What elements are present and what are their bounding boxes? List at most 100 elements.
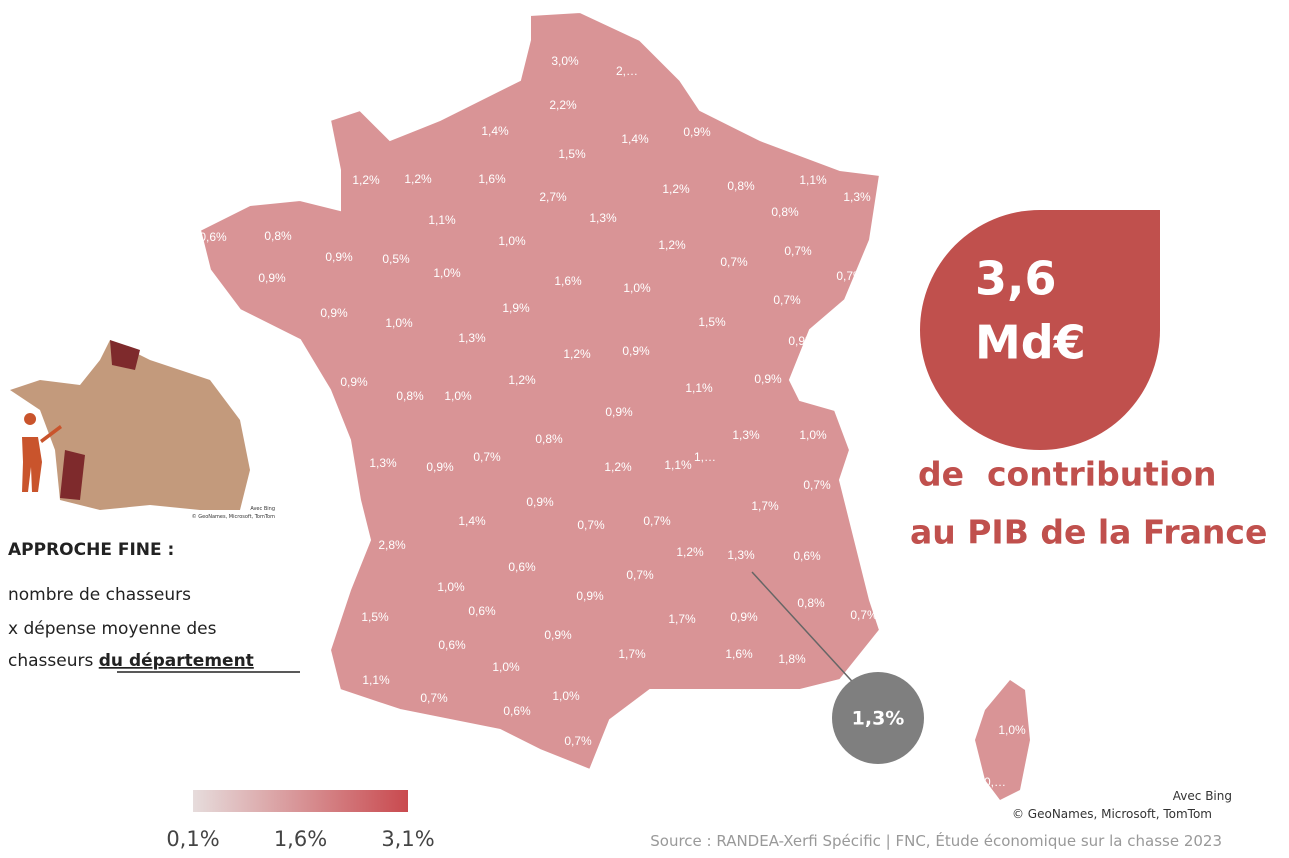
region-label: 1,3% (458, 331, 486, 345)
region-label: 0,6% (503, 704, 531, 718)
region-label: 1,1% (685, 381, 713, 395)
region-label: 1,4% (481, 124, 509, 138)
region-label: 0,6% (793, 549, 821, 563)
region-label: 1,0% (799, 428, 827, 442)
method-title: APPROCHE FINE : (8, 540, 174, 560)
region-label: 1,2% (508, 373, 536, 387)
color-scale (193, 790, 408, 812)
inset-highlight (110, 340, 140, 370)
region-label: 1,3% (589, 211, 617, 225)
attribution: © GeoNames, Microsoft, TomTom (1012, 807, 1212, 821)
region-label: 0,7% (643, 514, 671, 528)
region-label: 0,6% (508, 560, 536, 574)
legend-tick-label: 1,6% (274, 827, 327, 851)
callout-leader (751, 571, 861, 691)
region-label: 1,5% (698, 315, 726, 329)
callout-circle (832, 672, 924, 764)
region-label: 0,7% (473, 450, 501, 464)
region-label: 0,9% (605, 405, 633, 419)
region-label: 1,1% (362, 673, 390, 687)
region-label: 0,… (984, 775, 1006, 789)
region-label: 1,2% (404, 172, 432, 186)
region-label: 1,0% (444, 389, 472, 403)
legend-tick-label: 3,1% (381, 827, 434, 851)
region-label: 0,6% (438, 638, 466, 652)
region-label: 1,4% (458, 514, 486, 528)
region-label: 0,6% (199, 230, 227, 244)
region-label: 1,6% (554, 274, 582, 288)
region-label: 0,9% (788, 334, 816, 348)
inset-attribution: Avec Bing (250, 506, 275, 512)
region-label: 1,2% (662, 182, 690, 196)
region-label: 1,2% (604, 460, 632, 474)
region-label: 0,8% (727, 179, 755, 193)
region-label: 0,9% (683, 125, 711, 139)
inset-highlight (60, 450, 85, 500)
region-label: 1,2% (676, 545, 704, 559)
region-label: 3,0% (551, 54, 579, 68)
region-label: 1,1% (799, 173, 827, 187)
method-text: chasseurs du département (8, 651, 254, 671)
region-label: 1,3% (843, 190, 871, 204)
region-label: 1,… (694, 450, 716, 464)
source: Source : RANDEA-Xerfi Spécific | FNC, Ét… (650, 831, 1222, 850)
region-label: 1,3% (369, 456, 397, 470)
region-label: 1,0% (623, 281, 651, 295)
region-label: 0,7% (577, 518, 605, 532)
region-label: 1,0% (498, 234, 526, 248)
region-label: 2,2% (549, 98, 577, 112)
region-label: 1,1% (428, 213, 456, 227)
region-label: 0,8% (797, 596, 825, 610)
amount: 3,6 (975, 252, 1057, 306)
caption: de contribution (918, 455, 1216, 494)
inset-attribution: © GeoNames, Microsoft, TomTom (192, 513, 275, 520)
method-text: x dépense moyenne des (8, 619, 217, 639)
region-label: 0,9% (526, 495, 554, 509)
region-label: 0,9% (544, 628, 572, 642)
legend-tick-label: 0,1% (166, 827, 219, 851)
region-label: 1,0% (492, 660, 520, 674)
region-label: 1,1% (664, 458, 692, 472)
region-label: 0,9% (730, 610, 758, 624)
region-label: 0,8% (771, 205, 799, 219)
region-label: 1,9% (502, 301, 530, 315)
region-label: 1,3% (727, 548, 755, 562)
method-text: chasseurs (8, 651, 99, 671)
region-label: 0,8% (535, 432, 563, 446)
method-text: nombre de chasseurs (8, 585, 191, 605)
region-label: 1,3% (732, 428, 760, 442)
region-label: 1,0% (998, 723, 1026, 737)
method-emphasis: du département (99, 651, 254, 671)
region-label: 0,9% (576, 589, 604, 603)
region-label: 0,9% (258, 271, 286, 285)
region-label: 1,8% (778, 652, 806, 666)
region-label: 1,6% (725, 647, 753, 661)
region-label: 0,8% (396, 389, 424, 403)
region-label: 0,7% (420, 691, 448, 705)
caption: au PIB de la France (910, 513, 1267, 552)
region-label: 0,7% (626, 568, 654, 582)
amount-unit: Md€ (975, 316, 1086, 370)
region-label: 1,5% (558, 147, 586, 161)
region-label: 0,8% (264, 229, 292, 243)
region-label: 0,7% (836, 269, 864, 283)
region-label: 1,0% (385, 316, 413, 330)
attribution: Avec Bing (1173, 789, 1232, 803)
region-label: 0,7% (784, 244, 812, 258)
region-label: 0,7% (773, 293, 801, 307)
region-label: 0,9% (754, 372, 782, 386)
region-label: 0,9% (320, 306, 348, 320)
region-label: 0,9% (325, 250, 353, 264)
region-label: 1,2% (658, 238, 686, 252)
region-label: 1,0% (437, 580, 465, 594)
region-label: 1,5% (361, 610, 389, 624)
region-label: 0,5% (382, 252, 410, 266)
region-label: 0,7% (720, 255, 748, 269)
region-label: 1,2% (352, 173, 380, 187)
amount-bubble (920, 210, 1160, 450)
region-label: 1,4% (621, 132, 649, 146)
region-label: 1,7% (618, 647, 646, 661)
region-label: 0,7% (850, 608, 878, 622)
region-label: 0,9% (426, 460, 454, 474)
